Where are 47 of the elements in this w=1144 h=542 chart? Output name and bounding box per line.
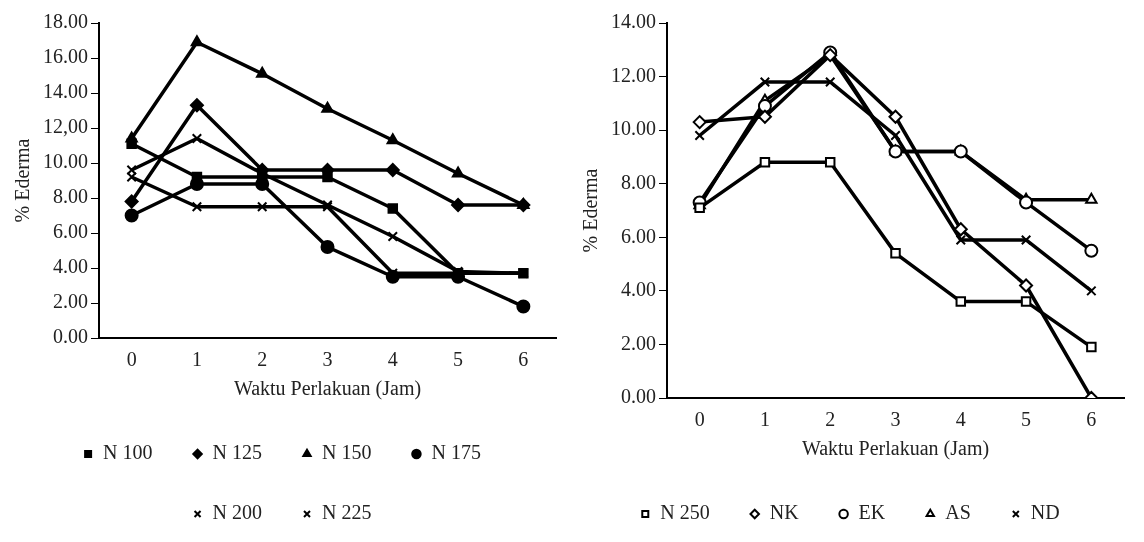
x-axis-title: Waktu Perlakuan (Jam)	[233, 377, 422, 401]
y-tick-label: 2.00	[621, 331, 656, 354]
legend-label: EK	[858, 501, 886, 524]
x-tick-label: 6	[518, 348, 529, 371]
x-axis-title: Waktu Perlakuan (Jam)	[801, 437, 990, 461]
y-tick-label: 10.00	[43, 150, 88, 173]
y-tick-label: 12,00	[43, 115, 88, 138]
legend-label: N 125	[212, 441, 263, 464]
x-tick-label: 2	[825, 408, 836, 431]
y-tick-label: 0.00	[621, 385, 656, 408]
x-tick-label: 4	[387, 348, 398, 371]
y-tick-label: 14.00	[43, 80, 88, 103]
y-tick-label: 12.00	[611, 63, 656, 86]
x-tick-label: 5	[1021, 408, 1032, 431]
y-tick-label: 2.00	[53, 290, 88, 313]
x-tick-label: 6	[1086, 408, 1097, 431]
y-tick-label: 16.00	[43, 45, 88, 68]
legend-label: N 200	[212, 501, 263, 524]
legend-label: AS	[945, 501, 971, 524]
y-axis-title: % Ederma	[11, 138, 34, 223]
x-tick-label: 1	[759, 408, 770, 431]
y-tick-label: 14.00	[611, 10, 656, 33]
y-axis-title: % Ederma	[579, 168, 602, 253]
y-tick-label: 0.00	[53, 325, 88, 348]
y-tick-label: 6.00	[53, 220, 88, 243]
legend-label: N 100	[103, 441, 153, 464]
y-tick-label: 8.00	[53, 185, 88, 208]
legend-label: NK	[769, 501, 800, 524]
x-tick-label: 5	[453, 348, 464, 371]
x-tick-label: 4	[955, 408, 966, 431]
legend-label: ND	[1030, 501, 1060, 524]
x-tick-label: 3	[322, 348, 333, 371]
x-tick-label: 0	[694, 408, 705, 431]
x-tick-label: 2	[257, 348, 268, 371]
legend-label: N 225	[322, 501, 372, 524]
y-tick-label: 4.00	[53, 255, 88, 278]
legend-label: N 175	[431, 441, 481, 464]
y-tick-label: 8.00	[621, 170, 656, 193]
x-tick-label: 3	[890, 408, 901, 431]
x-tick-label: 0	[126, 348, 137, 371]
y-tick-label: 18.00	[43, 10, 88, 33]
legend-label: N 250	[660, 501, 710, 524]
y-tick-label: 10.00	[611, 117, 656, 140]
x-tick-label: 1	[191, 348, 202, 371]
legend-label: N 150	[322, 441, 372, 464]
y-tick-label: 4.00	[621, 278, 656, 301]
y-tick-label: 6.00	[621, 224, 656, 247]
